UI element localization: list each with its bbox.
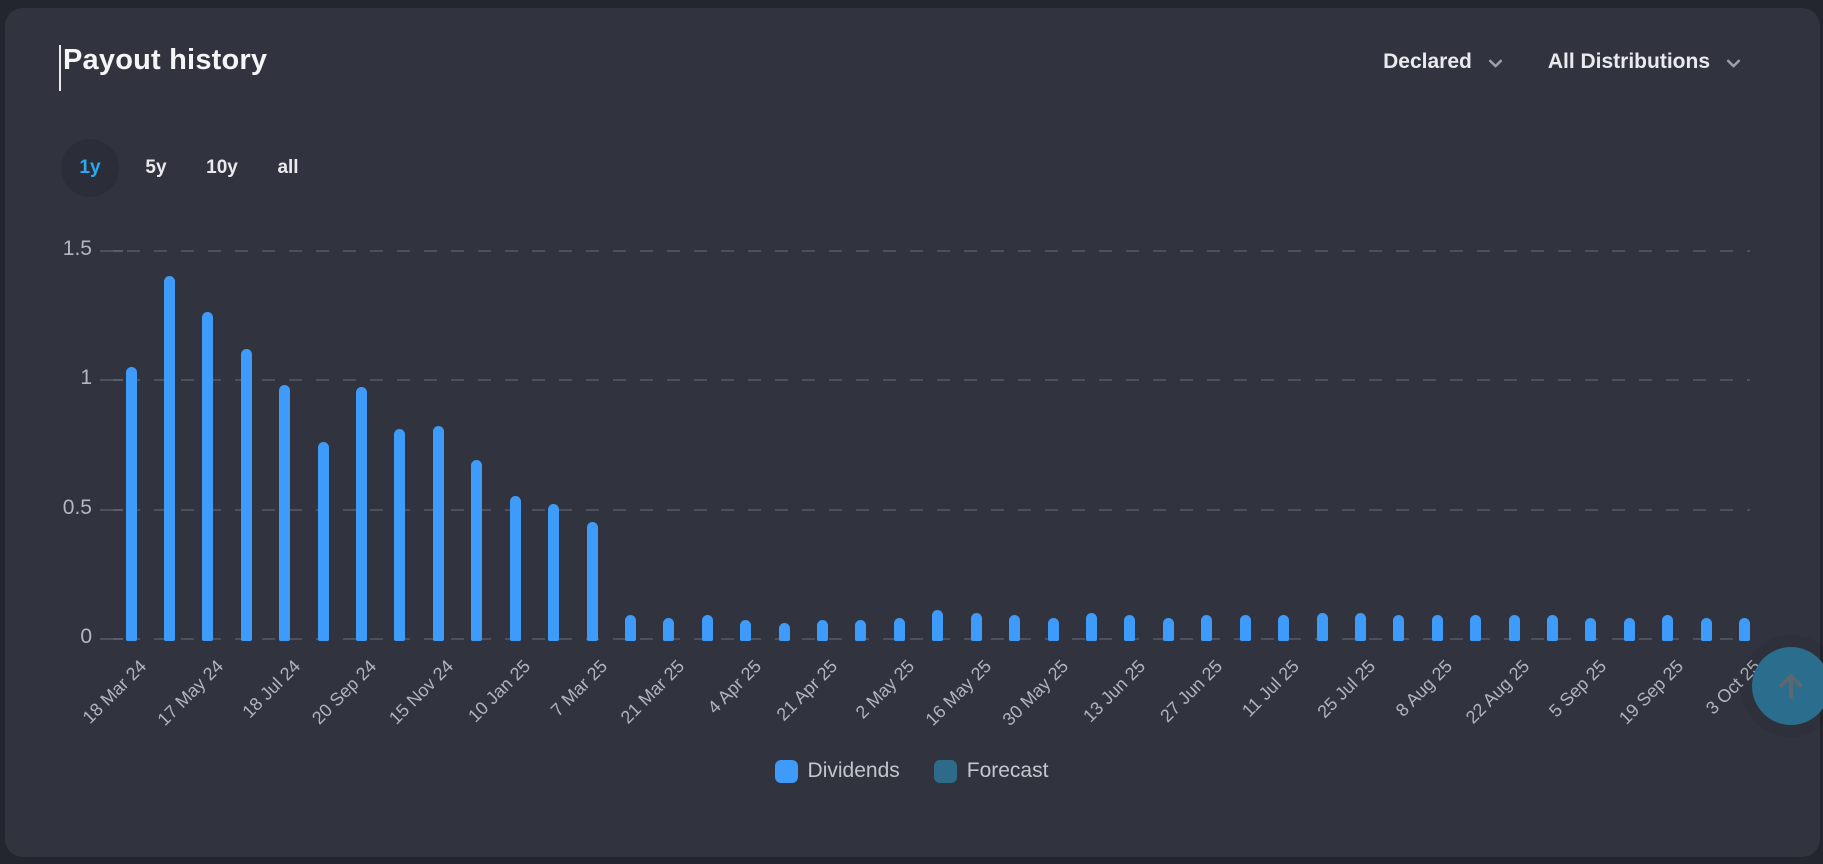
page-title: Payout history (63, 44, 268, 76)
dividend-bar[interactable] (163, 276, 175, 641)
dividend-bar[interactable] (586, 522, 598, 641)
dividend-bar[interactable] (1585, 618, 1597, 641)
dividend-bar[interactable] (471, 460, 483, 641)
y-axis-tick-label: 1 (80, 366, 92, 389)
arrow-up-icon (1779, 674, 1803, 699)
dividend-bar[interactable] (1354, 613, 1366, 641)
distributions-filter-dropdown[interactable]: All Distributions (1548, 50, 1742, 74)
dividend-bar[interactable] (624, 615, 636, 641)
range-tab-all[interactable]: all (277, 157, 299, 178)
legend-item-forecast[interactable]: Forecast (933, 759, 1049, 783)
dividend-bar[interactable] (1431, 615, 1443, 641)
dividend-bar[interactable] (740, 620, 752, 641)
dividend-bar[interactable] (202, 312, 214, 641)
dividend-bar[interactable] (1662, 615, 1674, 641)
y-axis-tick-label: 0 (80, 625, 92, 648)
dividend-bar[interactable] (817, 620, 829, 641)
declared-filter-label: Declared (1383, 50, 1472, 73)
range-tabs: 1y 5y 10y all (61, 139, 317, 197)
gridline (100, 379, 1750, 381)
chevron-down-icon (1488, 59, 1502, 68)
dividend-bar[interactable] (778, 623, 790, 641)
chart-legend: Dividends Forecast (0, 759, 1823, 783)
gridline (100, 509, 1750, 511)
y-axis-tick-label: 1.5 (62, 237, 92, 260)
legend-label-forecast: Forecast (966, 759, 1049, 782)
dividend-bar[interactable] (1086, 613, 1097, 641)
dividend-bar[interactable] (317, 442, 329, 641)
dividend-bar[interactable] (432, 426, 444, 641)
dividend-bar[interactable] (394, 429, 406, 641)
range-tab-1y[interactable]: 1y (61, 139, 119, 197)
gridline (100, 638, 1750, 640)
forecast-swatch-icon (933, 759, 957, 783)
dividend-bar[interactable] (279, 385, 291, 641)
dividend-bar[interactable] (1508, 615, 1520, 641)
dividend-bar[interactable] (240, 349, 252, 641)
gridline (100, 250, 1750, 252)
dividend-bar[interactable] (1547, 615, 1559, 641)
dividend-bar[interactable] (548, 504, 560, 641)
y-axis-tick-label: 0.5 (62, 496, 92, 519)
distributions-filter-label: All Distributions (1547, 50, 1710, 73)
declared-filter-dropdown[interactable]: Declared (1383, 50, 1504, 74)
dividend-bar[interactable] (1278, 615, 1290, 641)
legend-label-dividends: Dividends (807, 759, 900, 782)
dividend-bar[interactable] (1316, 613, 1328, 641)
dividend-bar[interactable] (663, 618, 675, 641)
dividend-bar[interactable] (1239, 615, 1251, 641)
chevron-down-icon (1726, 59, 1741, 68)
dividend-bar[interactable] (1470, 615, 1482, 641)
range-tab-10y[interactable]: 10y (206, 157, 238, 178)
payout-history-card (5, 8, 1820, 857)
text-cursor (59, 45, 61, 91)
dividend-bar[interactable] (1393, 615, 1405, 641)
dividend-bar[interactable] (356, 387, 368, 641)
dividends-swatch-icon (774, 759, 798, 783)
dividend-bar[interactable] (893, 618, 905, 641)
dividend-bar[interactable] (1124, 615, 1136, 641)
legend-item-dividends[interactable]: Dividends (774, 759, 900, 783)
filter-bar: Declared All Distributions (1383, 50, 1742, 74)
dividend-bar[interactable] (125, 367, 137, 641)
dividend-bar[interactable] (1201, 615, 1213, 641)
dividend-bar[interactable] (855, 620, 867, 641)
dividend-bar[interactable] (1700, 618, 1712, 641)
range-tab-5y[interactable]: 5y (145, 157, 167, 178)
dividend-bar[interactable] (509, 496, 521, 641)
dividend-bar[interactable] (1162, 618, 1174, 641)
dividend-bar[interactable] (701, 615, 713, 641)
dividend-bar[interactable] (970, 613, 982, 641)
dividend-bar[interactable] (1739, 618, 1751, 641)
dividend-bar[interactable] (1009, 615, 1021, 641)
scroll-to-top-button[interactable] (1752, 647, 1823, 725)
dividend-bar[interactable] (1623, 618, 1635, 641)
dividend-bar[interactable] (1047, 618, 1059, 641)
dividend-bar[interactable] (932, 610, 944, 641)
